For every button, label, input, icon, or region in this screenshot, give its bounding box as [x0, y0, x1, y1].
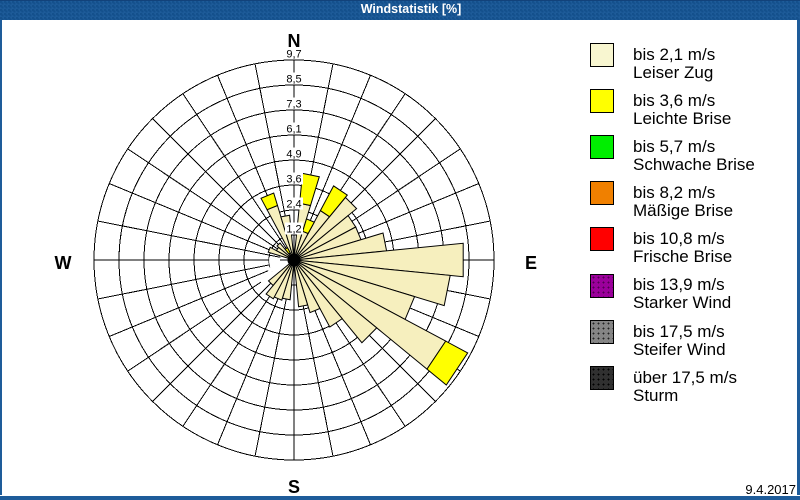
- svg-text:4,9: 4,9: [286, 149, 301, 161]
- svg-text:6,1: 6,1: [286, 124, 301, 136]
- svg-text:S: S: [288, 477, 300, 497]
- svg-text:N: N: [288, 31, 301, 51]
- svg-text:2,4: 2,4: [286, 199, 301, 211]
- svg-text:7,3: 7,3: [286, 99, 301, 111]
- svg-text:8,5: 8,5: [286, 74, 301, 86]
- svg-text:3,6: 3,6: [286, 174, 301, 186]
- svg-text:W: W: [55, 253, 72, 273]
- svg-text:1,2: 1,2: [286, 224, 301, 236]
- svg-text:9,7: 9,7: [286, 49, 301, 61]
- svg-text:E: E: [525, 253, 537, 273]
